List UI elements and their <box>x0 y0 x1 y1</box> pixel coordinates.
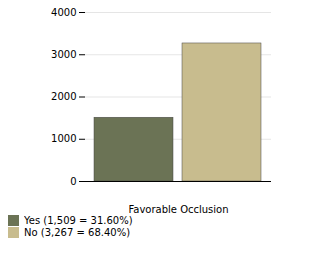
svg-text:1000: 1000 <box>51 133 76 144</box>
svg-text:0: 0 <box>70 176 76 187</box>
svg-text:Favorable Occlusion: Favorable Occlusion <box>128 204 228 215</box>
svg-text:3000: 3000 <box>51 49 76 60</box>
html-text:Yes (1,509 = 31.60%): Yes (1,509 = 31.60%) <box>24 215 133 226</box>
svg-text:4000: 4000 <box>51 7 76 18</box>
svg-text:2000: 2000 <box>51 91 76 102</box>
html-text:No (3,267 = 68.40%): No (3,267 = 68.40%) <box>24 227 131 238</box>
